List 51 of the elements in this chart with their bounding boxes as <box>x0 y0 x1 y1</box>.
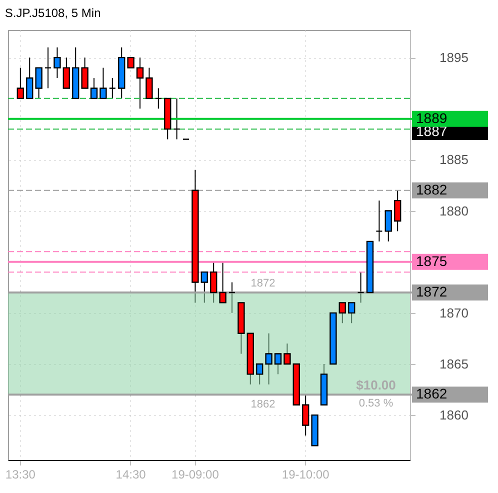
y-tick-label: 1880 <box>440 203 468 218</box>
chart-title: S.JP.J5108, 5 Min <box>4 6 101 20</box>
candlestick <box>219 261 226 304</box>
candlestick <box>357 272 364 304</box>
candlestick <box>136 57 144 110</box>
annotation: 0.53 % <box>358 398 394 410</box>
candlestick <box>44 46 52 89</box>
y-tick-label: 1885 <box>440 152 468 168</box>
annotation: 1872 <box>250 277 276 290</box>
ref-line-label: 1872 <box>416 283 448 300</box>
y-tick-label: 1895 <box>440 50 468 66</box>
candlestick <box>348 302 356 324</box>
candlestick <box>146 67 153 100</box>
annotation: 1862 <box>250 398 276 411</box>
candlestick <box>376 200 383 242</box>
candlestick <box>81 57 88 89</box>
candlestick <box>394 190 402 232</box>
candlestick <box>274 353 282 375</box>
candlestick <box>90 78 98 100</box>
candlestick <box>338 302 346 324</box>
x-tick-label: 19-10:00 <box>282 468 330 482</box>
candlestick <box>127 56 134 68</box>
candlestick <box>154 88 162 110</box>
candlestick <box>54 46 61 79</box>
candlestick <box>210 261 218 304</box>
candlestick <box>256 363 264 385</box>
x-tick-label: 13:30 <box>5 468 36 482</box>
candlestick <box>26 57 34 100</box>
y-tick-label: 1865 <box>440 356 468 372</box>
candlestick <box>100 67 107 100</box>
candlestick <box>265 332 272 385</box>
candlestick <box>200 271 208 304</box>
y-tick-label: 1860 <box>440 408 468 423</box>
ref-line-label: 1875 <box>416 252 448 269</box>
candlestick <box>108 78 116 99</box>
candlestick <box>284 343 291 365</box>
x-tick-label: 14:30 <box>116 468 146 482</box>
candlestick <box>173 98 180 140</box>
candlestick <box>35 67 42 99</box>
text: 1887 <box>416 123 448 139</box>
ref-line-label: 1889 <box>416 110 448 126</box>
ref-line-label: 1862 <box>416 386 448 402</box>
annotation: $10.00 <box>356 378 396 393</box>
ref-line-label: 1882 <box>416 181 448 198</box>
candlestick <box>228 282 236 314</box>
candlestick <box>302 394 310 436</box>
candlestick <box>384 210 392 242</box>
candlestick <box>16 67 24 100</box>
y-tick-label: 1870 <box>440 305 468 320</box>
candlestick <box>62 57 70 89</box>
x-tick-label: 19-09:00 <box>172 468 220 482</box>
